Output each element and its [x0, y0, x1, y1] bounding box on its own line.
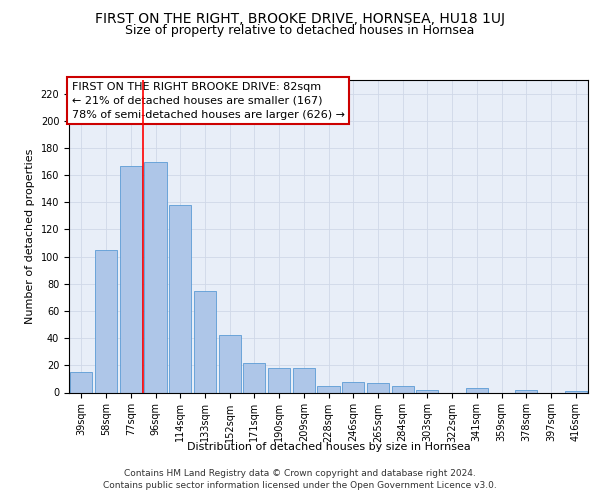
- Bar: [565, 391, 587, 392]
- Bar: [466, 388, 488, 392]
- Text: Size of property relative to detached houses in Hornsea: Size of property relative to detached ho…: [125, 24, 475, 37]
- Bar: [392, 386, 414, 392]
- Bar: [145, 162, 167, 392]
- Text: Contains public sector information licensed under the Open Government Licence v3: Contains public sector information licen…: [103, 481, 497, 490]
- Text: Distribution of detached houses by size in Hornsea: Distribution of detached houses by size …: [187, 442, 470, 452]
- Bar: [95, 250, 117, 392]
- Bar: [317, 386, 340, 392]
- Bar: [416, 390, 439, 392]
- Y-axis label: Number of detached properties: Number of detached properties: [25, 148, 35, 324]
- Text: Contains HM Land Registry data © Crown copyright and database right 2024.: Contains HM Land Registry data © Crown c…: [124, 469, 476, 478]
- Text: FIRST ON THE RIGHT BROOKE DRIVE: 82sqm
← 21% of detached houses are smaller (167: FIRST ON THE RIGHT BROOKE DRIVE: 82sqm ←…: [71, 82, 344, 120]
- Bar: [268, 368, 290, 392]
- Bar: [194, 290, 216, 392]
- Bar: [515, 390, 538, 392]
- Bar: [342, 382, 364, 392]
- Bar: [367, 383, 389, 392]
- Bar: [293, 368, 315, 392]
- Bar: [218, 336, 241, 392]
- Bar: [119, 166, 142, 392]
- Bar: [169, 205, 191, 392]
- Bar: [70, 372, 92, 392]
- Text: FIRST ON THE RIGHT, BROOKE DRIVE, HORNSEA, HU18 1UJ: FIRST ON THE RIGHT, BROOKE DRIVE, HORNSE…: [95, 12, 505, 26]
- Bar: [243, 362, 265, 392]
